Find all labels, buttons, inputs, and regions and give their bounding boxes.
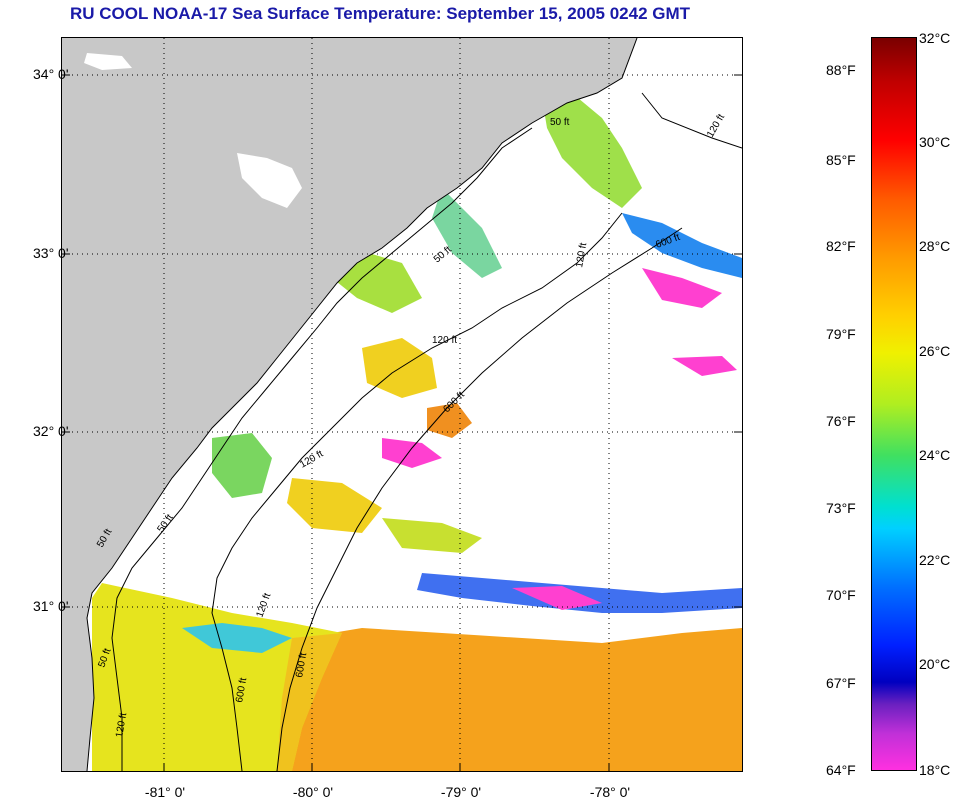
longitude-label: -79° 0' (440, 784, 482, 800)
colorbar-fahrenheit-label: 88°F (826, 62, 856, 78)
isobath-line (276, 227, 683, 771)
coastal-patch (672, 356, 737, 376)
coastal-patch (182, 623, 292, 653)
colorbar-fahrenheit-label: 85°F (826, 152, 856, 168)
isobath-label: 50 ft (550, 117, 570, 128)
temperature-colorbar (871, 37, 917, 771)
isobath-line (111, 127, 533, 771)
coastal-patch (382, 438, 442, 468)
coastal-patch (512, 586, 602, 610)
coastal-patch (287, 478, 382, 533)
colorbar-celsius-label: 28°C (919, 238, 951, 254)
latitude-label: 31° 0' (33, 598, 69, 614)
isobath-line (641, 92, 742, 149)
colorbar-celsius-label: 26°C (919, 343, 951, 359)
colorbar-fahrenheit-label: 73°F (826, 500, 856, 516)
land-mass (62, 38, 637, 771)
isobath-label: 120 ft (432, 335, 457, 346)
coastal-patch (212, 433, 272, 498)
coastline (86, 38, 638, 771)
map-title: RU COOL NOAA-17 Sea Surface Temperature:… (69, 4, 691, 23)
sst-map: 50 ft 120 ft 600 ft 50 ft 120 ft 600 ft … (61, 37, 743, 772)
axis-ticks (62, 74, 742, 771)
warm-water-region (282, 628, 742, 771)
longitude-label: -80° 0' (292, 784, 334, 800)
coastal-patch (642, 268, 722, 308)
graticule (62, 38, 742, 771)
colorbar-celsius-label: 18°C (919, 762, 951, 778)
coastal-patch (382, 518, 482, 553)
inland-cloud (237, 153, 302, 208)
isobath-line (211, 212, 623, 771)
colorbar-celsius-label: 32°C (919, 30, 951, 46)
longitude-label: -81° 0' (144, 784, 186, 800)
sst-map-canvas: 50 ft 120 ft 600 ft 50 ft 120 ft 600 ft … (62, 38, 742, 771)
isobath-label: 600 ft (294, 652, 309, 679)
colorbar-fahrenheit-label: 64°F (826, 762, 856, 778)
isobath-label: 120 ft (574, 242, 589, 269)
colorbar-fahrenheit-label: 79°F (826, 326, 856, 342)
coastal-patch (427, 403, 472, 438)
colorbar-fahrenheit-label: 82°F (826, 238, 856, 254)
colorbar-fahrenheit-label: 67°F (826, 675, 856, 691)
coastal-patch (542, 93, 642, 208)
isobath-label: 120 ft (114, 712, 129, 739)
latitude-label: 32° 0' (33, 423, 69, 439)
colorbar-celsius-label: 30°C (919, 134, 951, 150)
longitude-label: -78° 0' (589, 784, 631, 800)
coastal-patch (622, 213, 742, 278)
isobath-label: 600 ft (234, 677, 249, 704)
coastal-patch (417, 573, 742, 613)
colorbar-celsius-label: 22°C (919, 552, 951, 568)
inland-cloud (84, 53, 132, 70)
latitude-label: 34° 0' (33, 66, 69, 82)
colorbar-fahrenheit-label: 76°F (826, 413, 856, 429)
colorbar-celsius-label: 24°C (919, 447, 951, 463)
transition-water (277, 633, 342, 771)
latitude-label: 33° 0' (33, 245, 69, 261)
coastal-patch (432, 188, 502, 278)
colorbar-celsius-label: 20°C (919, 656, 951, 672)
shelf-water-south (92, 583, 342, 771)
colorbar-fahrenheit-label: 70°F (826, 587, 856, 603)
